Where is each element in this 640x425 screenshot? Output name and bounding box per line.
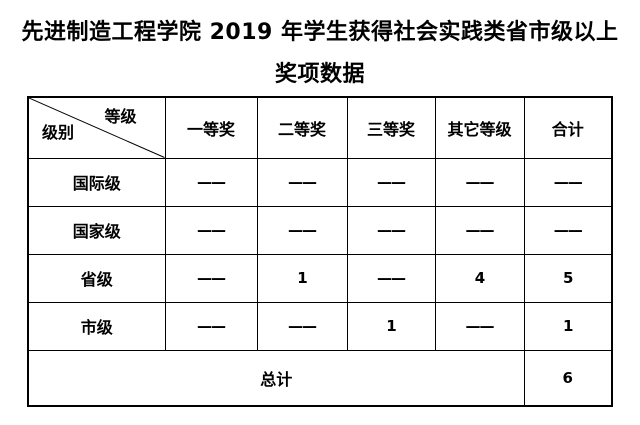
table-cell: ——: [434, 301, 525, 351]
table-row-provincial: 省级 —— 1 —— 4 5: [27, 253, 613, 303]
table-cell: ——: [346, 157, 436, 207]
table-cell: ——: [434, 157, 525, 207]
row-header-international: 国际级: [27, 157, 166, 207]
column-header-third-prize: 三等奖: [346, 96, 436, 159]
row-header-national: 国家级: [27, 205, 166, 255]
table-cell: ——: [256, 301, 348, 351]
table-cell: 1: [256, 253, 348, 303]
table-cell: ——: [164, 301, 258, 351]
table-cell: ——: [164, 253, 258, 303]
page-title-line1: 先进制造工程学院 2019 年学生获得社会实践类省市级以上: [21, 20, 619, 45]
corner-header-cell: 等级 级别: [27, 96, 166, 159]
column-header-second-prize: 二等奖: [256, 96, 348, 159]
table-cell: ——: [523, 205, 613, 255]
row-header-municipal: 市级: [27, 301, 166, 351]
diagonal-divider-line: [29, 98, 164, 157]
row-header-provincial: 省级: [27, 253, 166, 303]
page-title: 先进制造工程学院 2019 年学生获得社会实践类省市级以上 奖项数据: [0, 0, 640, 96]
table-cell: ——: [256, 205, 348, 255]
footer-total-value: 6: [523, 349, 613, 407]
table-cell: ——: [164, 157, 258, 207]
corner-label-level: 级别: [42, 122, 75, 142]
table-cell: ——: [346, 205, 436, 255]
table-row-international: 国际级 —— —— —— —— ——: [27, 157, 613, 207]
column-header-total: 合计: [523, 96, 613, 159]
table-footer-row: 总计 6: [27, 349, 613, 407]
column-header-other-grade: 其它等级: [434, 96, 525, 159]
table-cell: ——: [523, 157, 613, 207]
footer-label-grand-total: 总计: [27, 349, 525, 407]
awards-table: 等级 级别 一等奖 二等奖 三等奖 其它等级 合计 国际级 —— —— —— —…: [27, 96, 613, 407]
table-row-national: 国家级 —— —— —— —— ——: [27, 205, 613, 255]
table-cell: ——: [434, 205, 525, 255]
table-row-municipal: 市级 —— —— 1 —— 1: [27, 301, 613, 351]
table-cell: 1: [346, 301, 436, 351]
column-header-first-prize: 一等奖: [164, 96, 258, 159]
table-cell: ——: [164, 205, 258, 255]
page-title-line2: 奖项数据: [274, 62, 365, 87]
table-cell: 4: [434, 253, 525, 303]
table-cell: ——: [346, 253, 436, 303]
table-cell: 1: [523, 301, 613, 351]
table-cell: 5: [523, 253, 613, 303]
table-cell: ——: [256, 157, 348, 207]
corner-label-grade: 等级: [104, 107, 137, 126]
table-header-row: 等级 级别 一等奖 二等奖 三等奖 其它等级 合计: [27, 96, 613, 159]
